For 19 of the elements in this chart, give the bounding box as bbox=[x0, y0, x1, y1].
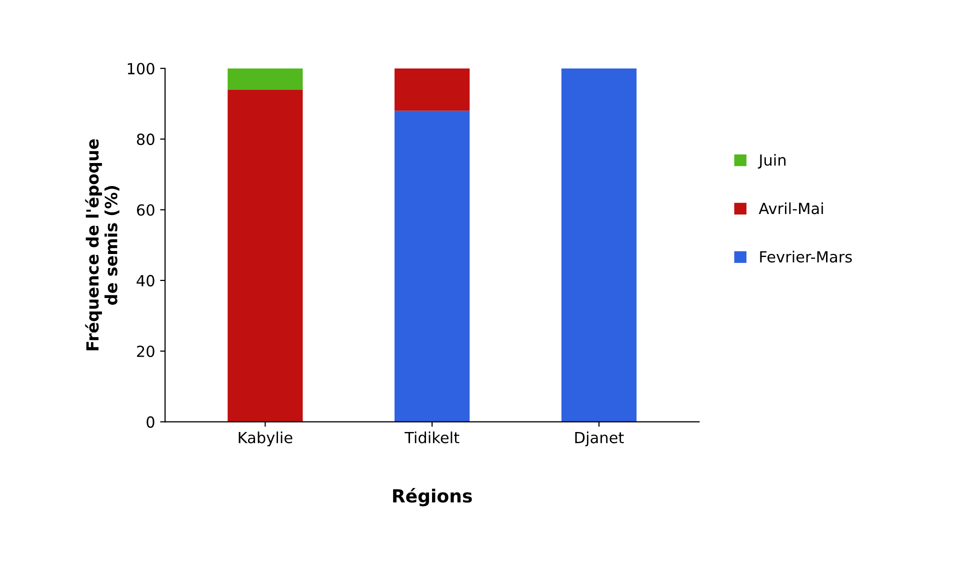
bar bbox=[228, 90, 303, 422]
x-axis-title: Régions bbox=[393, 488, 472, 506]
y-tick-label: 100 bbox=[128, 62, 154, 74]
y-axis-title: Fréquence de l'époque de semis (%) bbox=[85, 139, 120, 350]
bar bbox=[394, 110, 470, 422]
bar bbox=[561, 68, 637, 422]
legend-label: Juin bbox=[758, 154, 786, 169]
legend-label: Fevrier-Mars bbox=[760, 250, 852, 263]
x-tick-label: Kabylie bbox=[238, 432, 292, 446]
bar bbox=[394, 68, 470, 111]
y-tick-label: 0 bbox=[146, 416, 154, 428]
y-tick-label: 60 bbox=[136, 204, 154, 216]
legend-label: Avril-Mai bbox=[758, 202, 823, 214]
y-tick-label: 40 bbox=[136, 274, 154, 286]
x-tick-label: Tidikelt bbox=[404, 432, 460, 444]
x-tick-label: Djanet bbox=[575, 432, 624, 446]
bar bbox=[228, 68, 303, 90]
y-tick-label: 20 bbox=[137, 346, 154, 358]
y-tick-label: 80 bbox=[136, 134, 154, 146]
